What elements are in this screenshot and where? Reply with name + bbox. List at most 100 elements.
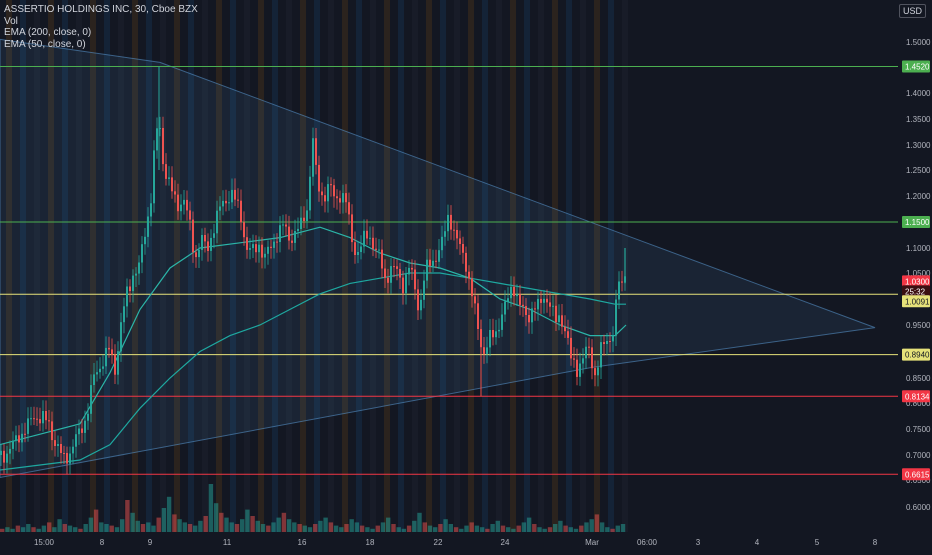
session-band [76, 0, 82, 532]
candle-body [297, 228, 299, 231]
volume-bar [62, 524, 67, 532]
price-level-tag[interactable] [902, 60, 930, 73]
session-band [510, 0, 516, 532]
price-level-tag[interactable] [902, 390, 930, 403]
price-level-tag[interactable] [902, 275, 930, 288]
time-tick-label: 4 [755, 538, 760, 547]
volume-bar [521, 522, 527, 532]
price-tick-label: 1.1000 [906, 244, 931, 253]
candle-body [66, 453, 68, 464]
candle-body [219, 206, 221, 211]
price-level-tag[interactable] [902, 348, 930, 361]
candle-body [309, 176, 311, 211]
volume-bar [365, 527, 370, 532]
candle-body [324, 195, 326, 202]
candle-body [195, 252, 197, 258]
candle-body [99, 368, 101, 373]
volume-bar [464, 525, 469, 532]
volume-bar [15, 525, 21, 532]
candle-body [279, 225, 281, 242]
candle-body [165, 164, 167, 179]
volume-bar [140, 524, 146, 532]
candle-body [516, 294, 518, 297]
candle-body [147, 216, 149, 237]
volume-bar [516, 525, 521, 532]
candle-body [621, 281, 623, 283]
volume-bar [485, 528, 490, 532]
candle-body [504, 301, 506, 315]
candle-body [399, 269, 401, 278]
candle-body [591, 347, 593, 369]
candle-body [612, 335, 614, 342]
price-level-tag[interactable] [902, 216, 930, 228]
volume-bar [166, 496, 172, 532]
volume-bar [584, 522, 589, 532]
candle-body [90, 385, 92, 414]
session-band [552, 0, 558, 532]
volume-bar [526, 517, 532, 532]
price-axis[interactable]: 1.5000 1.4000 1.3500 1.3000 1.2500 1.2000 1.10… [898, 0, 932, 550]
indicator-volume[interactable]: Vol [4, 15, 18, 27]
session-band [398, 0, 404, 532]
volume-bar [20, 527, 26, 532]
candle-body [486, 347, 488, 354]
price-level-tag[interactable] [902, 285, 930, 298]
candle-body [447, 214, 449, 232]
price-tick-label: 0.7500 [906, 425, 931, 434]
volume-bar [10, 528, 15, 532]
volume-bar [114, 527, 120, 532]
candle-body [123, 306, 125, 323]
candle-body [246, 237, 248, 250]
candle-body [51, 421, 53, 441]
session-band [20, 0, 26, 532]
volume-bar [229, 522, 234, 532]
symbol-title[interactable]: ASSERTIO HOLDINGS INC, 30, Cboe BZX [4, 4, 198, 15]
currency-badge[interactable]: USD [898, 4, 926, 18]
candle-body [69, 453, 71, 464]
indicator-ema-200[interactable]: EMA (200, close, 0) [4, 27, 92, 38]
volume-bar [26, 524, 31, 532]
candle-body [489, 330, 491, 348]
candle-body [498, 329, 500, 332]
candle-body [453, 229, 455, 231]
time-axis[interactable]: 15:00 8 9 11 16 18 22 24 Mar 06:00 3 4 5 8 [0, 532, 932, 550]
volume-bar [286, 519, 292, 532]
candle-body [63, 453, 65, 454]
candle-body [459, 238, 461, 244]
session-band [202, 0, 208, 532]
candle-body [96, 372, 98, 375]
candle-body [525, 306, 527, 315]
triangle-area [0, 38, 876, 479]
session-band [244, 0, 250, 532]
volume-bar [479, 527, 485, 532]
volume-bar [271, 522, 276, 532]
candle-body [438, 250, 440, 262]
session-band [272, 0, 278, 532]
volume-bar [292, 522, 297, 532]
candle-body [396, 266, 398, 269]
candle-body [243, 222, 245, 238]
time-tick-label: 16 [298, 538, 307, 547]
session-band [160, 0, 166, 532]
volume-bar [328, 522, 334, 532]
price-level-tag[interactable] [902, 468, 930, 481]
indicator-ema-50[interactable]: EMA (50, close, 0) [4, 38, 86, 50]
volume-bar [135, 520, 140, 532]
volume-bar [224, 517, 229, 532]
candle-body [201, 235, 203, 250]
price-level-tag[interactable] [902, 295, 930, 308]
candle-body [573, 358, 575, 360]
session-band [566, 0, 572, 532]
candle-body [513, 286, 515, 297]
candle-body [468, 271, 470, 279]
price-tick-label: 0.9500 [906, 321, 931, 330]
candle-body [198, 249, 200, 258]
volume-bar [417, 512, 422, 532]
candle-body [21, 433, 23, 443]
candle-body [189, 210, 191, 220]
volume-bar [245, 509, 250, 532]
candle-body [93, 374, 95, 385]
candle-body [42, 411, 44, 424]
